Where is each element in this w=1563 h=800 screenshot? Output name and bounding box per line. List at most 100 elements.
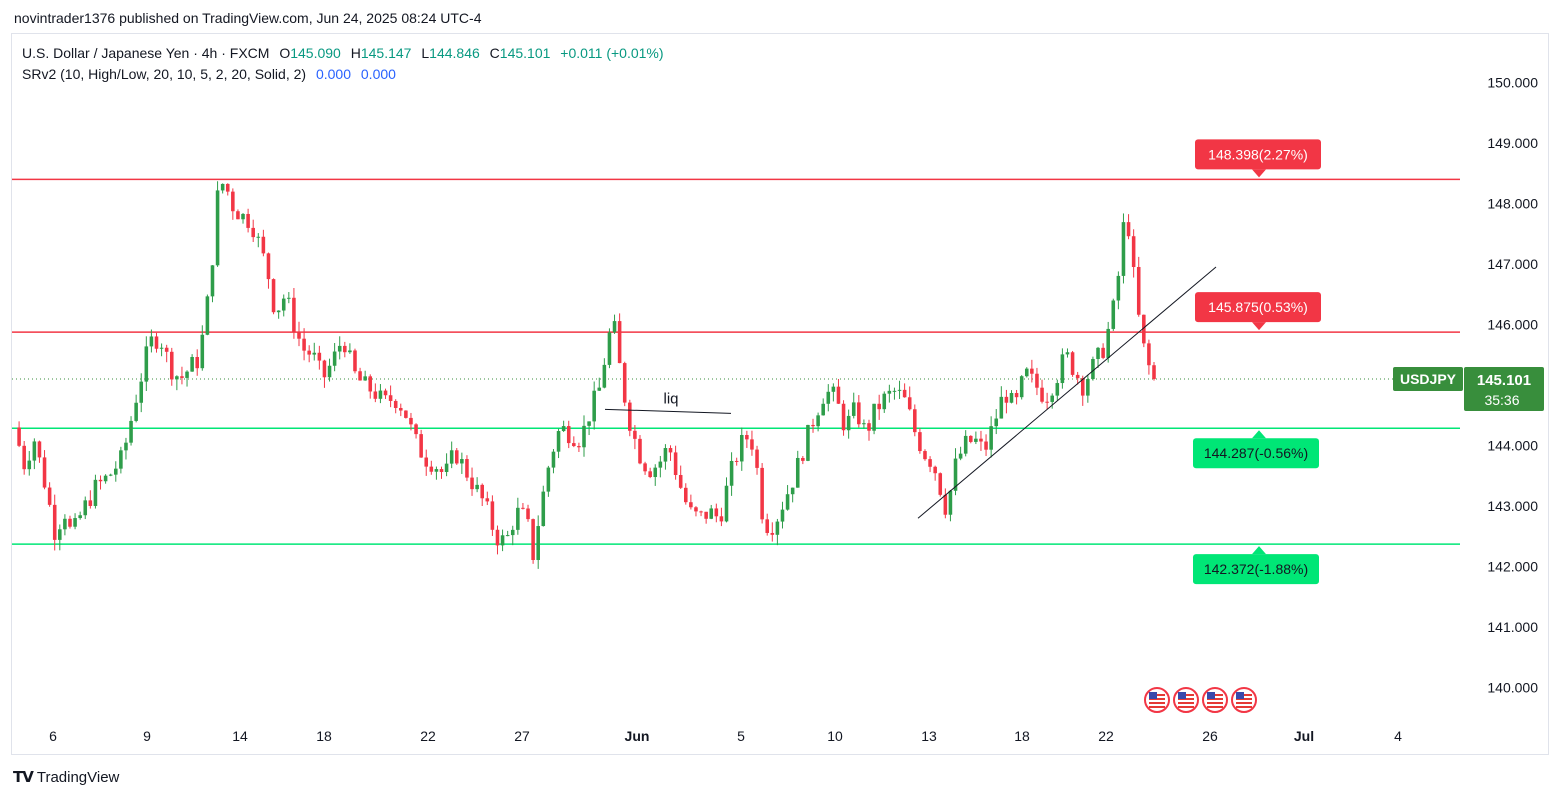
candle-body [83,500,88,516]
indicator-title[interactable]: SRv2 (10, High/Low, 20, 10, 5, 2, 20, So… [22,66,307,82]
x-tick-label: 22 [420,728,436,744]
tradingview-brand[interactable]: TV TradingView [13,768,119,786]
us-flag-icon[interactable] [1231,687,1257,713]
candle-body [739,434,744,462]
candle-body [653,467,658,478]
candle-body [205,296,210,335]
candle-body [536,526,540,560]
us-flag-icon[interactable] [1173,687,1199,713]
candle-body [643,463,647,472]
candle-body [103,475,108,482]
x-tick-label: 22 [1098,728,1114,744]
candle-body [1106,328,1110,358]
tradingview-brand-label: TradingView [36,768,120,786]
us-flag-icon[interactable] [1144,687,1170,713]
candle-body [1152,365,1156,379]
candle-body [648,471,652,478]
candle-body [999,396,1004,419]
candle-body [251,227,255,238]
candle-body [68,518,72,527]
candle-body [892,390,897,392]
candle-body [139,381,144,403]
level-label-text: 148.398(2.27%) [1208,146,1308,162]
candle-body [638,438,642,464]
candle-body [694,507,698,512]
level-label-box [1193,438,1319,469]
flag-canton [1178,692,1186,699]
candle-body [475,484,479,490]
candle-body [729,460,734,486]
liq-line[interactable] [604,408,732,414]
candle-body [1030,368,1034,374]
candle-body [963,435,968,454]
candle-body [862,423,866,425]
level-label-pointer [1252,546,1266,555]
candle-body [358,371,362,381]
candle-body [190,357,194,372]
candle-body [419,434,423,458]
candle-body [119,450,123,469]
candle-body [17,427,21,446]
us-flag-icon[interactable] [1202,687,1228,713]
ohlc-open-value: 145.090 [290,45,341,61]
candle-body [256,236,261,238]
candle-body [114,468,118,475]
x-tick-label: 18 [1014,728,1030,744]
candle-body [378,390,383,399]
candle-body [1045,401,1049,403]
candle-body [1019,376,1024,398]
x-tick-label: 13 [921,728,937,744]
candle-body [32,441,37,461]
ohlc-high-label: H [350,45,361,61]
candle-body [510,529,515,536]
candle-body [872,403,876,431]
candle-body [821,403,825,416]
candle-body [164,347,169,352]
candle-body [210,265,215,297]
candle-body [368,376,373,392]
flag-canton [1207,692,1215,699]
candle-body [887,390,892,394]
candle-body [231,191,235,212]
candle-body [811,424,815,427]
candle-body [617,321,622,364]
candle-body [806,424,810,461]
x-tick-label: 6 [49,728,57,744]
candle-body [775,521,780,535]
symbol-title[interactable]: U.S. Dollar / Japanese Yen · 4h · FXCM [22,45,270,61]
candle-body [383,390,388,396]
candle-body [516,507,520,530]
candle-body [582,425,586,448]
candle-body [134,402,138,421]
candle-body [928,459,932,467]
candle-body [857,402,861,425]
candle-body [149,336,154,347]
trend-line[interactable] [917,266,1217,519]
candle-body [755,449,759,468]
candle-body [180,376,184,378]
level-label-text: 144.287(-0.56%) [1204,445,1308,461]
candle-body [500,535,505,546]
candle-body [393,400,398,408]
indicator-legend: SRv2 (10, High/Low, 20, 10, 5, 2, 20, So… [22,66,396,82]
candle-body [1096,347,1100,359]
candle-body [684,487,688,503]
liq-label: liq [663,390,678,407]
level-label-box [1193,554,1319,585]
candle-body [73,518,77,527]
x-tick-label: 27 [514,728,530,744]
chart-pane[interactable] [11,33,1549,755]
candle-body [780,509,785,522]
candle-body [770,532,775,535]
candle-body [225,183,230,192]
candle-body [556,431,561,452]
candle-body [979,438,983,442]
candle-body [332,351,337,366]
candle-body [1055,383,1060,396]
candle-body [195,357,199,369]
candle-body [169,351,174,380]
candle-body [745,434,749,440]
y-tick-label: 143.000 [1487,498,1538,514]
candle-body [1060,354,1065,384]
